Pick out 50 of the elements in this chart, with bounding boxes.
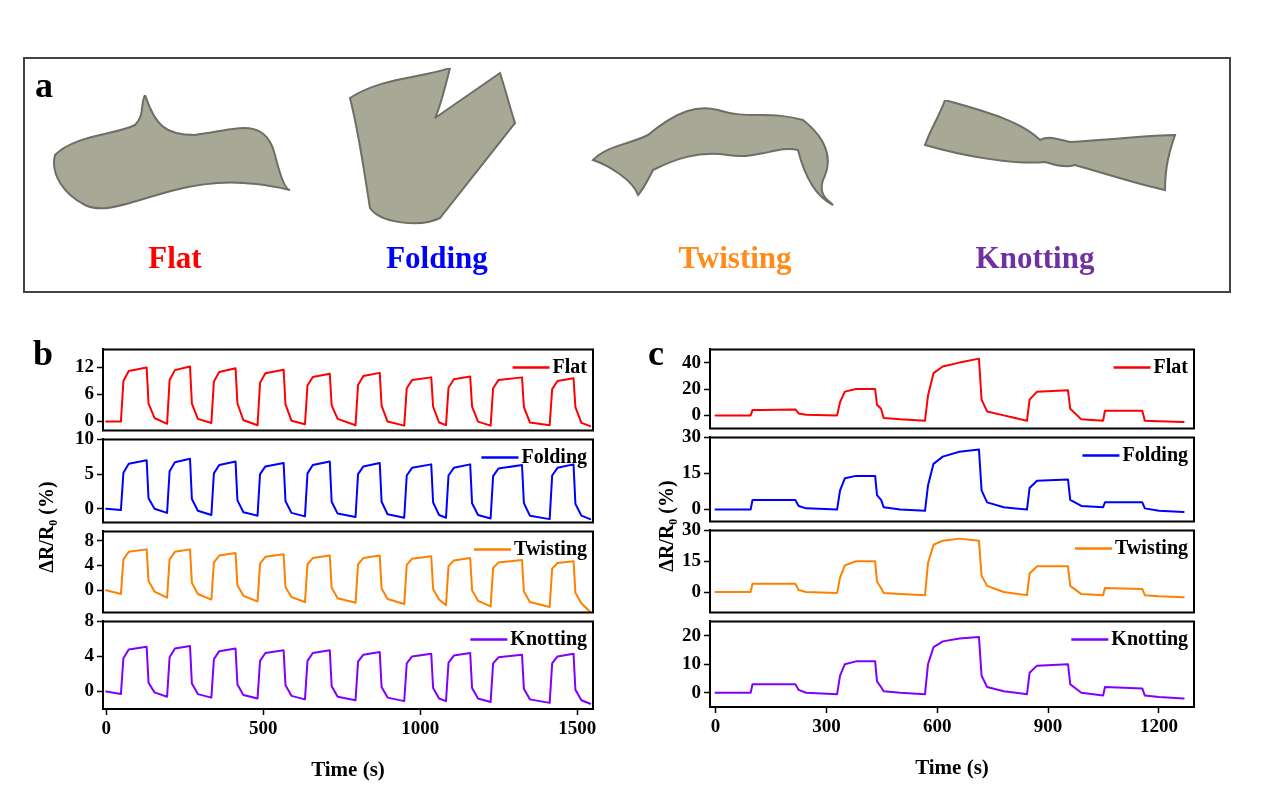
legend-label: Twisting: [1115, 535, 1189, 559]
y-tick-label: 0: [691, 579, 701, 601]
y-tick-label: 20: [682, 623, 701, 645]
legend-label: Knotting: [1111, 626, 1189, 650]
y-tick-label: 0: [84, 496, 94, 518]
text: Folding: [386, 240, 488, 276]
y-axis-title: ΔR/R₀ (%): [34, 481, 58, 573]
y-tick-label: 0: [691, 403, 701, 425]
y-tick-label: 10: [682, 652, 701, 674]
legend-label: Flat: [552, 354, 588, 377]
y-tick-label: 0: [84, 578, 94, 600]
y-tick-label: 5: [84, 461, 94, 483]
legend-label: Knotting: [510, 626, 588, 650]
x-tick-label: 1200: [1139, 715, 1178, 737]
text: a: [35, 65, 53, 105]
text: Flat: [148, 240, 202, 276]
y-tick-label: 4: [84, 553, 95, 575]
y-axis-title: ΔR/R₀ (%): [654, 480, 678, 572]
y-tick-label: 30: [682, 518, 701, 540]
x-axis-title: Time (s): [311, 756, 385, 781]
x-tick-label: 900: [1033, 715, 1063, 737]
y-tick-label: 0: [691, 497, 701, 519]
x-tick-label: 1500: [558, 717, 597, 739]
legend-label: Folding: [1122, 442, 1188, 466]
legend-label: Flat: [1153, 354, 1189, 377]
x-tick-label: 1000: [401, 717, 440, 739]
y-tick-label: 15: [682, 461, 701, 483]
y-tick-label: 0: [691, 680, 701, 702]
chart-title: b: [33, 333, 54, 373]
y-tick-label: 8: [84, 609, 94, 631]
text: Twisting: [678, 240, 792, 276]
x-tick-label: 600: [922, 715, 952, 737]
x-tick-label: 500: [248, 717, 278, 739]
x-tick-label: 0: [101, 717, 111, 739]
text: Knotting: [975, 240, 1095, 276]
y-tick-label: 40: [682, 350, 701, 372]
legend-label: Twisting: [514, 536, 588, 560]
x-tick-label: 300: [812, 715, 841, 737]
y-tick-label: 6: [84, 382, 94, 404]
y-tick-label: 12: [75, 355, 94, 377]
x-axis-title: Time (s): [915, 754, 989, 779]
y-tick-label: 15: [682, 549, 701, 571]
chart-title: c: [648, 333, 664, 373]
y-tick-label: 20: [682, 376, 701, 398]
x-tick-label: 0: [710, 715, 721, 737]
y-tick-label: 8: [84, 528, 94, 550]
legend-label: Folding: [521, 444, 587, 468]
y-tick-label: 0: [84, 679, 94, 701]
y-tick-label: 4: [84, 644, 95, 666]
y-tick-label: 30: [682, 425, 701, 447]
